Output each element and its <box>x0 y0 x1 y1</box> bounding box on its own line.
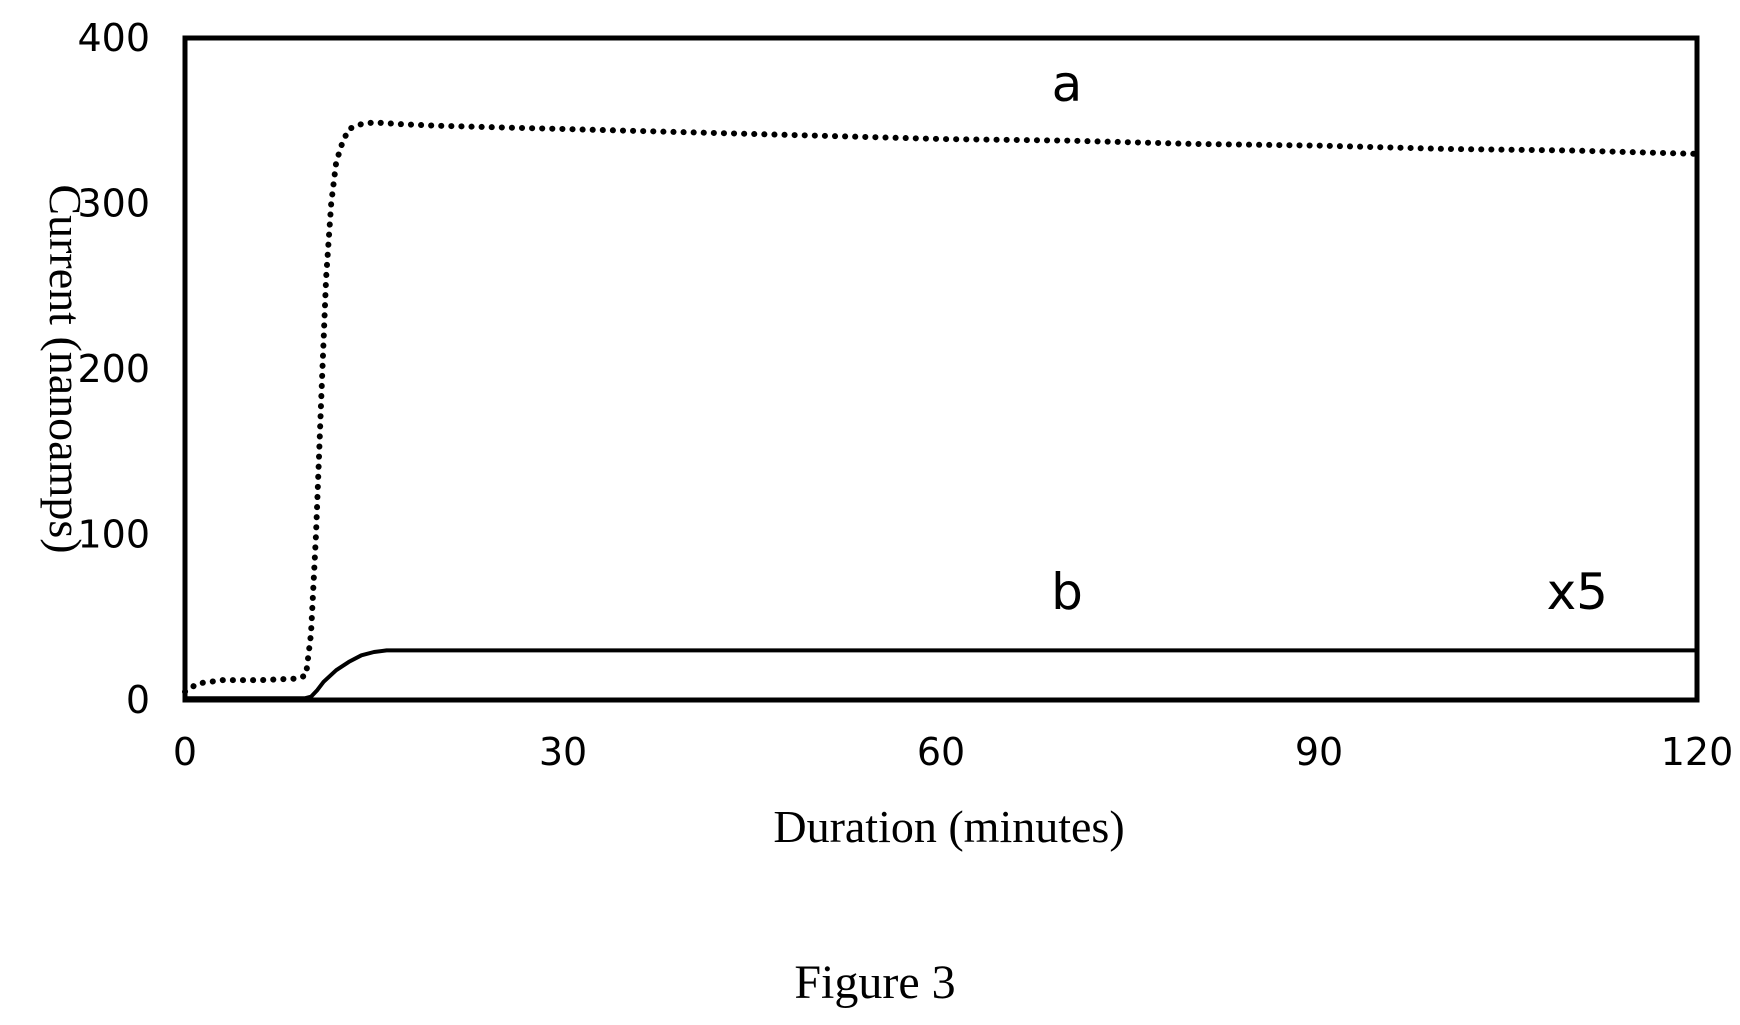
series-line-b <box>185 648 1697 701</box>
plot-frame <box>182 35 1700 703</box>
y-axis-label: Current (nanoamps) <box>40 184 91 553</box>
y-tick-label: 400 <box>77 16 150 60</box>
x-tick-label: 60 <box>917 730 965 774</box>
series-lines <box>182 119 1700 701</box>
y-tick-label: 300 <box>77 182 150 226</box>
y-axis-ticks: 0 100 200 300 400 <box>77 16 150 722</box>
series-line-a <box>182 119 1700 695</box>
x-axis-label: Duration (minutes) <box>773 801 1124 852</box>
x-tick-label: 0 <box>173 730 197 774</box>
y-tick-label: 0 <box>126 678 150 722</box>
y-tick-label: 200 <box>77 347 150 391</box>
y-tick-label: 100 <box>77 513 150 557</box>
annotation-label: x5 <box>1547 563 1608 621</box>
annotations: a b x5 <box>1051 55 1608 621</box>
x-tick-label: 120 <box>1661 730 1734 774</box>
annotation-label: a <box>1052 55 1083 113</box>
figure-caption: Figure 3 <box>794 956 955 1009</box>
x-tick-label: 30 <box>539 730 587 774</box>
annotation-label: b <box>1051 563 1083 621</box>
x-tick-label: 90 <box>1295 730 1343 774</box>
x-axis-ticks: 0 30 60 90 120 <box>173 730 1733 774</box>
